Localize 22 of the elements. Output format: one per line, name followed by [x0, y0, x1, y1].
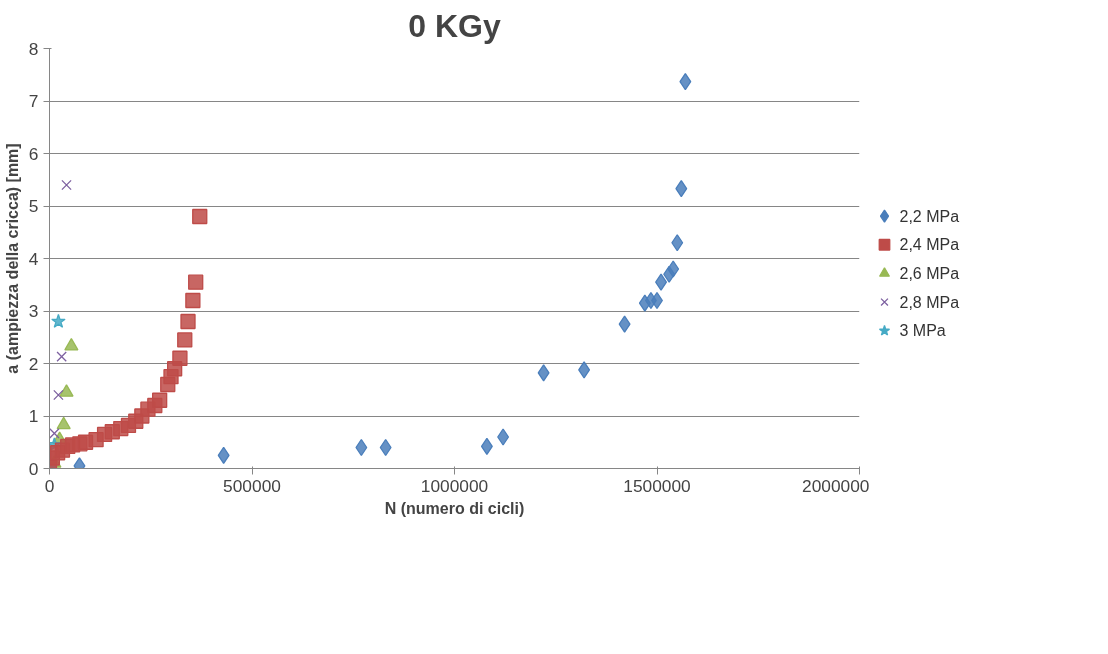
y-tick-label: 1	[28, 406, 39, 426]
x-tick-label: 500000	[223, 475, 281, 496]
y-tick-label: 5	[28, 196, 39, 216]
y-tick-label: 0	[28, 458, 39, 479]
legend-label: 2,2 MPa	[899, 207, 960, 225]
chart-title: 0 KGy	[408, 7, 501, 44]
y-tick-label: 7	[28, 91, 39, 111]
x-tick-label: 0	[44, 475, 55, 496]
y-tick-label: 3	[28, 301, 39, 321]
x-tick-label: 2000000	[802, 475, 870, 496]
y-tick-label: 8	[28, 38, 39, 59]
y-tick-label: 6	[28, 143, 39, 164]
x-axis-title: N (numero di cicli)	[384, 499, 525, 517]
legend-label: 2,6 MPa	[899, 264, 960, 282]
x-tick-label: 1500000	[623, 475, 691, 496]
y-tick-label: 4	[28, 248, 39, 269]
legend-label: 3 MPa	[899, 322, 946, 340]
legend-label: 2,4 MPa	[899, 236, 960, 254]
legend-label: 2,8 MPa	[899, 293, 960, 311]
y-tick-label: 2	[28, 353, 39, 374]
x-tick-label: 1000000	[420, 475, 489, 496]
y-axis-title: a (ampiezza della cricca) [mm]	[3, 143, 21, 374]
